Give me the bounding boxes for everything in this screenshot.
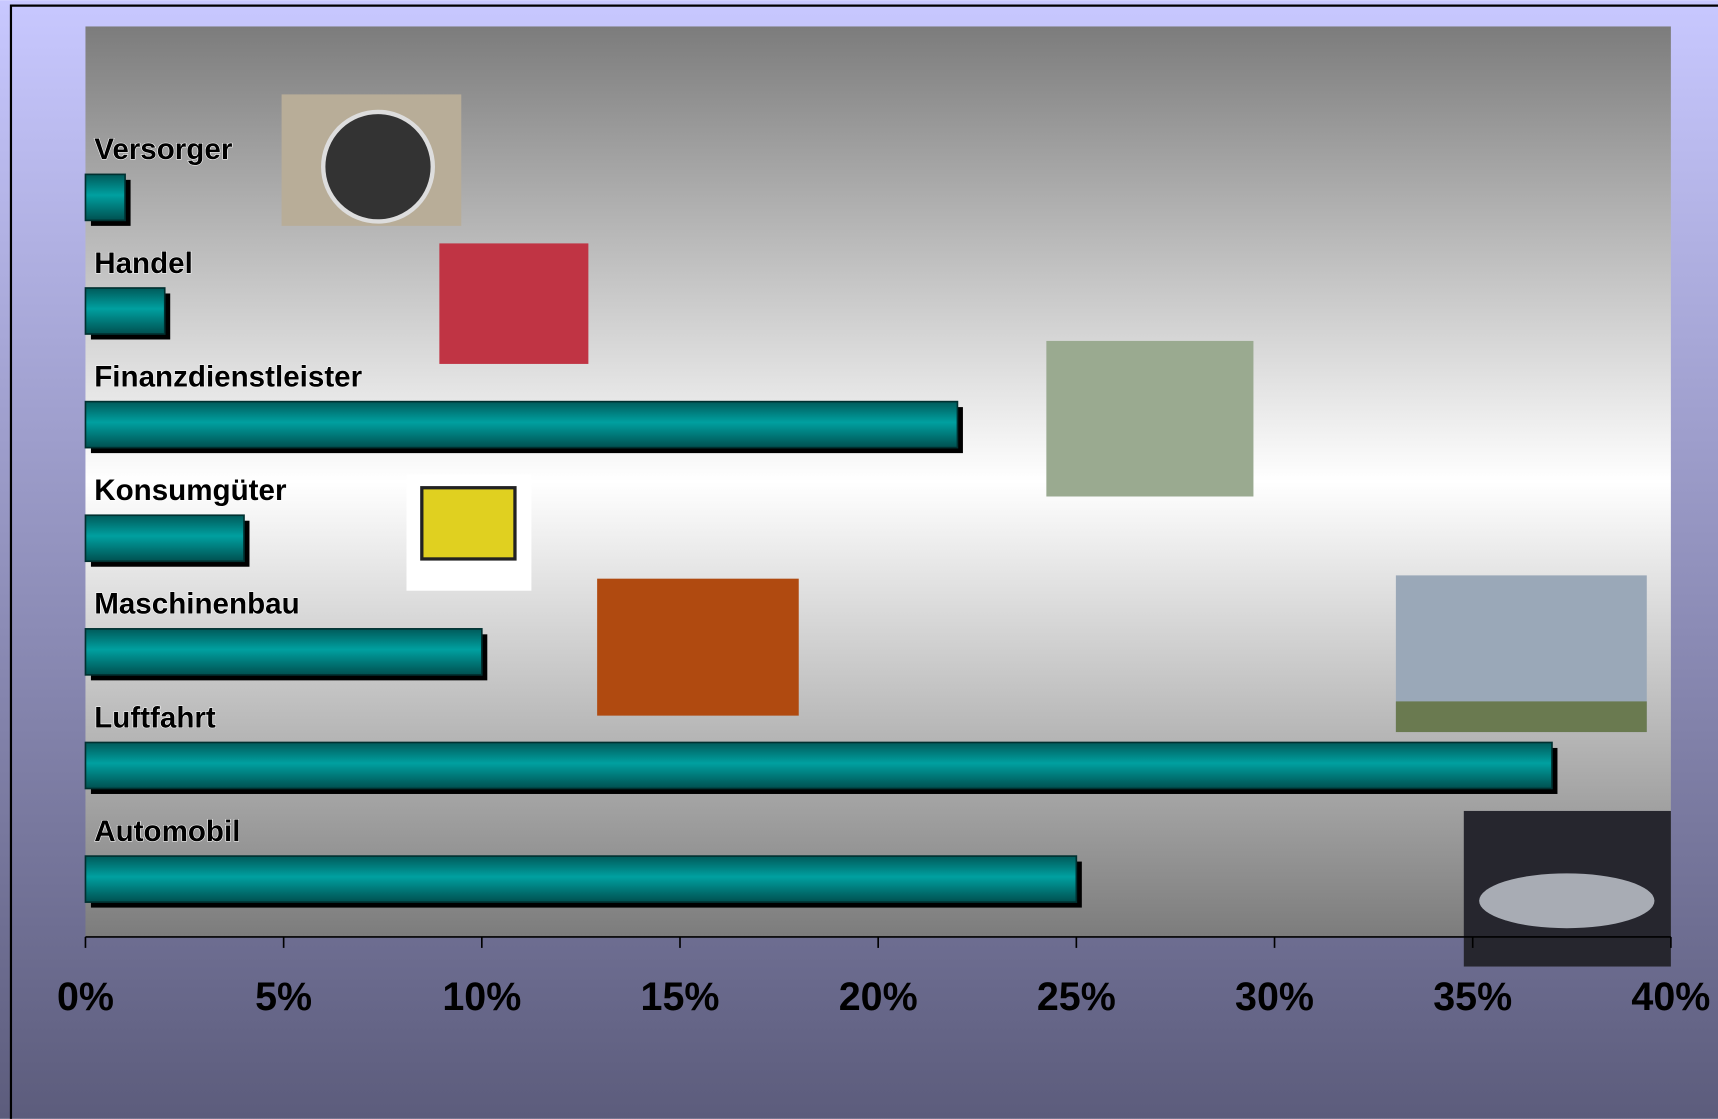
category-label: Versorger [94, 133, 233, 166]
category-label: Luftfahrt [94, 701, 216, 734]
photo [1046, 340, 1254, 497]
category-label: Maschinenbau [94, 588, 299, 621]
category-label: Finanzdienstleister [94, 360, 362, 393]
photo-detail [1479, 873, 1655, 929]
category-label: Automobil [94, 815, 240, 848]
bar [84, 628, 483, 676]
bar [84, 173, 126, 222]
photo-detail [321, 109, 435, 224]
x-tick-label: 25% [1037, 975, 1116, 1019]
photo-detail [420, 486, 517, 561]
category-label: Handel [94, 247, 193, 280]
category-label: Konsumgüter [94, 474, 287, 507]
frame [9, 4, 1718, 1119]
x-tick-label: 30% [1235, 975, 1314, 1019]
bar [84, 400, 959, 449]
x-tick-label: 20% [839, 975, 918, 1019]
photos [281, 94, 1671, 967]
x-tick-label: 10% [442, 975, 521, 1019]
bar [84, 741, 1553, 790]
bar [84, 514, 245, 563]
photo [597, 578, 799, 716]
bar [84, 287, 166, 335]
x-tick-label: 5% [255, 975, 312, 1019]
x-tick-label: 40% [1631, 975, 1710, 1019]
x-tick-label: 0% [57, 975, 114, 1019]
x-tick-label: 15% [641, 975, 720, 1019]
x-tick-label: 35% [1433, 975, 1512, 1019]
bar [84, 855, 1078, 903]
photo-detail [1395, 701, 1647, 733]
photo [439, 243, 589, 364]
